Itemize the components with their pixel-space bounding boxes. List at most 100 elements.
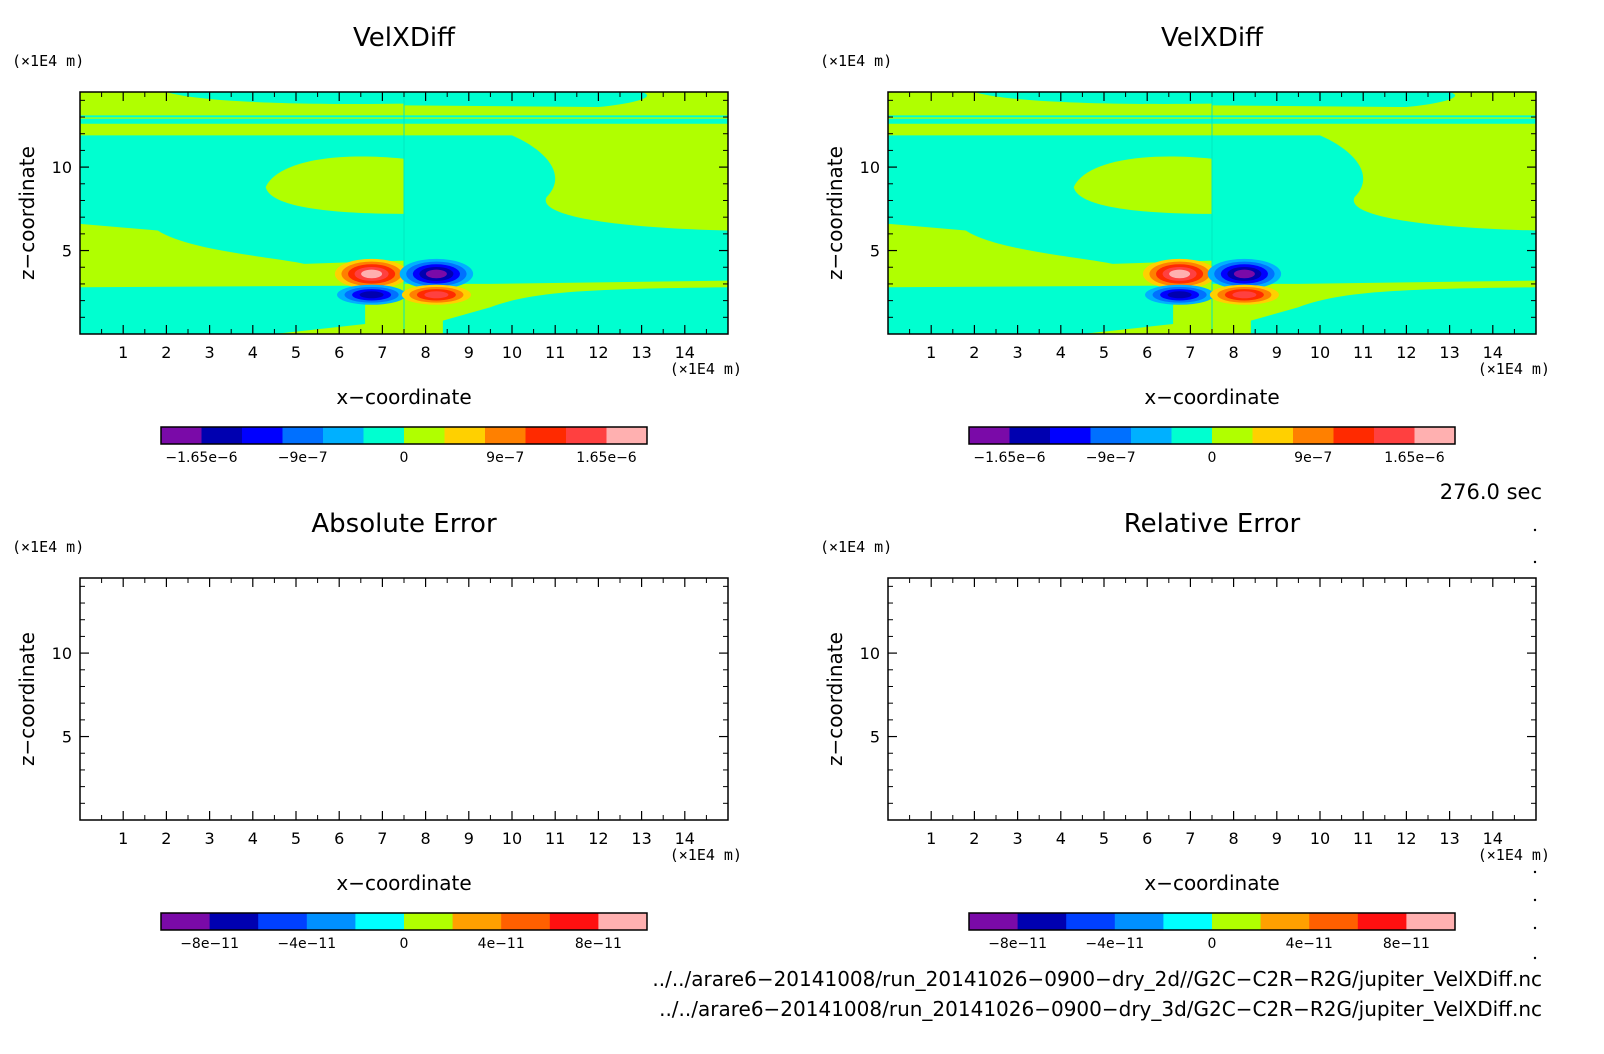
x-tick-label: 6	[334, 829, 344, 848]
contour-field	[888, 92, 1536, 334]
colorbar-label: 0	[1208, 936, 1217, 952]
blob-level	[1167, 291, 1192, 299]
panel-title: Absolute Error	[311, 509, 497, 539]
x-tick-label: 2	[969, 343, 979, 362]
z-axis-label: z−coordinate	[823, 146, 847, 280]
cyan-region	[80, 285, 366, 334]
x-tick-label: 8	[1229, 343, 1239, 362]
x-tick-label: 10	[502, 829, 522, 848]
x-tick-label: 11	[545, 829, 565, 848]
negative-blob-upper-right	[1207, 258, 1282, 289]
x-tick-label: 4	[1056, 829, 1066, 848]
positive-blob-lower-right	[1209, 284, 1279, 305]
z-unit-label: (×1E4 m)	[820, 538, 892, 556]
cyan-region	[404, 92, 648, 108]
colorbar-swatch	[242, 427, 283, 444]
colorbar-swatch	[969, 913, 1019, 930]
z-unit-label: (×1E4 m)	[820, 52, 892, 70]
colorbar-swatch	[969, 427, 1010, 444]
colorbar-label: 0	[400, 936, 409, 952]
colorbar-swatch	[1009, 427, 1051, 444]
colorbar-label: 1.65e−6	[1384, 450, 1445, 466]
z-tick-label: 5	[62, 728, 72, 747]
colorbar-swatch	[1090, 427, 1132, 444]
colorbar: −1.65e−6 −9e−7 0 9e−7 1.65e−6	[968, 426, 1456, 466]
blob-level	[361, 269, 383, 279]
z-tick-label: 10	[52, 644, 72, 663]
x-tick-label: 11	[1353, 829, 1373, 848]
cyan-region	[1212, 118, 1536, 124]
cyan-region	[404, 118, 728, 124]
colorbar-label: −8e−11	[988, 936, 1047, 952]
colorbar-swatch	[404, 427, 445, 444]
colorbar-swatch	[1293, 427, 1334, 444]
colorbar-swatch	[258, 913, 308, 930]
x-tick-label: 12	[1396, 343, 1416, 362]
colorbar-label: 9e−7	[1294, 450, 1332, 466]
x-tick-label: 2	[161, 343, 171, 362]
colorbar-label: −9e−7	[1086, 450, 1136, 466]
x-tick-label: 2	[969, 829, 979, 848]
x-tick-label: 8	[421, 829, 431, 848]
z-unit-label: (×1E4 m)	[12, 52, 84, 70]
x-tick-label: 9	[1272, 343, 1282, 362]
x-tick-label: 9	[464, 829, 474, 848]
x-tick-label: 4	[1056, 343, 1066, 362]
x-tick-label: 9	[1272, 829, 1282, 848]
x-tick-label: 2	[161, 829, 171, 848]
panel-title: Relative Error	[1124, 509, 1301, 539]
colorbar-label: −9e−7	[278, 450, 328, 466]
colorbar-swatch	[501, 913, 551, 930]
blob-level	[1169, 269, 1191, 279]
x-tick-label: 3	[1013, 829, 1023, 848]
x-tick-label: 3	[1013, 343, 1023, 362]
edge-dot	[1533, 560, 1537, 564]
colorbar-swatch	[452, 913, 502, 930]
x-axis-label: x−coordinate	[1144, 871, 1279, 895]
edge-dot	[1533, 870, 1537, 874]
cyan-region	[888, 118, 1212, 124]
cyan-region	[888, 285, 1174, 334]
colorbar-swatch	[1414, 427, 1456, 444]
colorbar-swatch	[1260, 913, 1310, 930]
blob-level	[359, 291, 384, 299]
colorbar-swatch	[323, 427, 364, 444]
x-axis-label: x−coordinate	[1144, 385, 1279, 409]
x-tick-label: 1	[926, 829, 936, 848]
x-unit-label: (×1E4 m)	[1478, 360, 1550, 378]
colorbar-label: 1.65e−6	[576, 450, 637, 466]
x-tick-label: 5	[291, 343, 301, 362]
colorbar-label: 8e−11	[575, 936, 622, 952]
cyan-region	[442, 287, 728, 334]
colorbar-swatch	[1163, 913, 1213, 930]
x-tick-label: 11	[1353, 343, 1373, 362]
colorbar-swatch	[1357, 913, 1407, 930]
x-tick-label: 5	[1099, 829, 1109, 848]
negative-blob-upper-right	[399, 258, 474, 289]
colorbar-label: 8e−11	[1383, 936, 1430, 952]
x-tick-label: 6	[1142, 343, 1152, 362]
cyan-region	[888, 92, 1212, 105]
x-unit-label: (×1E4 m)	[670, 846, 742, 864]
colorbar-label: −1.65e−6	[165, 450, 237, 466]
x-tick-label: 12	[1396, 829, 1416, 848]
z-axis-label: z−coordinate	[15, 146, 39, 280]
colorbar-label: 4e−11	[478, 936, 525, 952]
colorbar-frame	[160, 912, 648, 931]
colorbar-swatch	[306, 913, 356, 930]
x-unit-label: (×1E4 m)	[670, 360, 742, 378]
colorbar-swatch	[1050, 427, 1091, 444]
x-tick-label: 10	[1310, 343, 1330, 362]
z-tick-label: 10	[860, 644, 880, 663]
colorbar-swatch	[1212, 913, 1262, 930]
x-tick-label: 8	[421, 343, 431, 362]
x-tick-label: 1	[926, 343, 936, 362]
blob-level	[425, 269, 447, 279]
colorbar-swatch	[1114, 913, 1164, 930]
x-axis-label: x−coordinate	[336, 871, 471, 895]
colorbar-swatch	[525, 427, 567, 444]
x-tick-label: 13	[631, 343, 651, 362]
colorbar-swatch	[1131, 427, 1172, 444]
contour-field	[80, 92, 728, 334]
